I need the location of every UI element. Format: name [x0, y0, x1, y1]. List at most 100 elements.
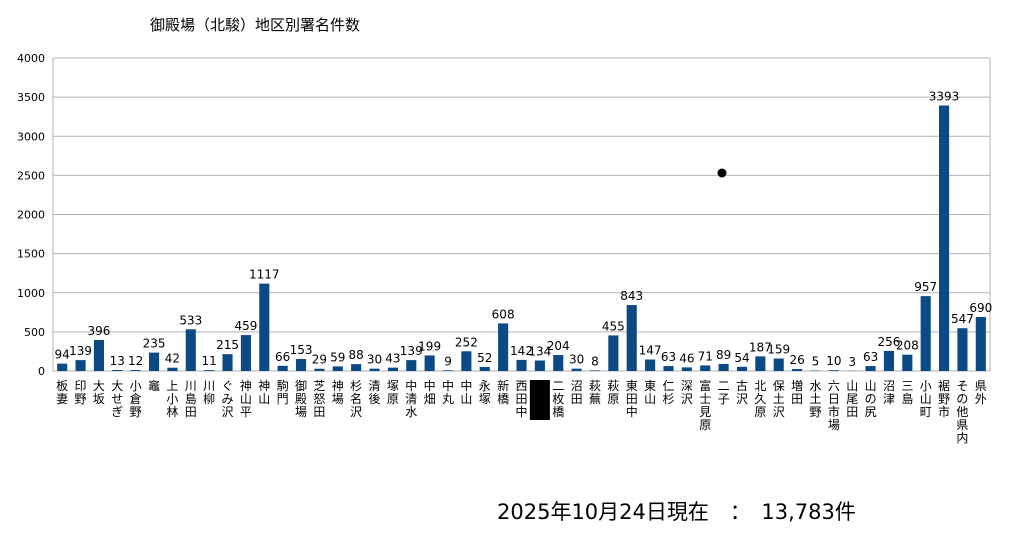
x-tick-label: み: [222, 392, 234, 406]
x-tick-label: 駒: [277, 379, 289, 393]
x-tick-label: 中: [442, 378, 454, 393]
x-tick-label: 中: [460, 378, 472, 393]
data-label: 3393: [929, 89, 960, 103]
redacted-label-block: [529, 380, 550, 420]
data-label: 459: [234, 319, 257, 333]
x-tick-label: 坂: [93, 392, 105, 406]
data-label: 1117: [249, 268, 280, 282]
x-tick-label: 上: [166, 379, 178, 393]
x-tick-label: 古: [736, 378, 748, 393]
x-tick-label: 小: [166, 392, 178, 406]
x-tick-label: 中: [424, 378, 436, 393]
x-tick-label: 富: [699, 378, 711, 393]
data-label: 71: [698, 349, 713, 363]
x-tick-label: 中: [626, 404, 638, 419]
x-tick-label: 中: [405, 378, 417, 393]
bar: [240, 335, 251, 371]
bar: [975, 317, 986, 371]
x-tick-label: 枚: [552, 391, 564, 406]
data-label: 12: [128, 354, 143, 368]
x-tick-label: 裾: [938, 378, 950, 393]
x-tick-label: 原: [754, 405, 766, 419]
data-label: 208: [896, 339, 919, 353]
bar: [681, 367, 692, 371]
x-tick-label: 沢: [736, 392, 748, 406]
data-label: 26: [789, 353, 804, 367]
x-tick-label: 場: [295, 405, 307, 419]
footer-total: 2025年10月24日現在 ： 13,783件: [497, 500, 856, 524]
y-tick-label: 2000: [17, 209, 45, 222]
bar: [185, 329, 196, 371]
y-tick-label: 1500: [17, 248, 45, 261]
x-tick-label: 印: [75, 379, 87, 393]
bar: [608, 335, 619, 371]
x-tick-label: 新: [497, 378, 509, 393]
x-tick-label: 芝: [313, 378, 325, 393]
data-label: 52: [477, 351, 492, 365]
bar: [718, 364, 729, 371]
data-label: 843: [620, 289, 643, 303]
bar: [295, 359, 307, 371]
bar: [314, 368, 325, 371]
x-tick-label: 三: [901, 379, 913, 393]
x-tick-label: 大: [111, 379, 123, 393]
y-tick-label: 3500: [17, 91, 45, 104]
x-tick-label: 沢: [222, 405, 234, 419]
x-tick-label: 神: [332, 379, 344, 393]
data-label: 30: [367, 353, 382, 367]
x-tick-label: 塚: [479, 392, 491, 406]
bar: [957, 328, 968, 371]
x-tick-label: 板: [56, 379, 68, 393]
bar: [222, 354, 233, 371]
x-tick-label: 柳: [203, 392, 215, 406]
bar: [534, 360, 545, 371]
bar: [939, 105, 950, 372]
data-label: 153: [290, 343, 313, 357]
x-tick-label: 杉: [662, 392, 674, 406]
data-label: 139: [69, 344, 92, 358]
bar: [865, 366, 876, 371]
bar: [387, 367, 398, 371]
bar: [755, 356, 766, 371]
bar: [332, 366, 343, 371]
bar: [498, 323, 509, 371]
data-label: 199: [418, 339, 441, 353]
bar: [663, 366, 674, 371]
x-tick-label: 山: [258, 392, 270, 406]
x-tick-label: 永: [479, 379, 491, 393]
data-label: 59: [330, 350, 345, 364]
x-tick-label: 子: [718, 392, 730, 406]
bar: [736, 366, 748, 371]
bars: [57, 105, 986, 372]
bar: [369, 368, 380, 371]
x-tick-label: 後: [369, 392, 381, 406]
bar: [773, 358, 784, 371]
x-tick-label: 水: [405, 405, 417, 419]
x-tick-label: 怒: [313, 391, 325, 406]
bar: [553, 355, 564, 371]
x-tick-label: 場: [332, 392, 344, 406]
x-tick-label: 田: [185, 405, 197, 419]
chart-title: 御殿場（北駿）地区別署名件数: [150, 16, 361, 34]
y-tick-label: 500: [24, 326, 45, 339]
bar: [259, 283, 270, 371]
x-tick-label: 沢: [773, 405, 785, 419]
x-tick-label: 北: [754, 379, 766, 393]
x-tick-label: 妻: [56, 392, 68, 406]
data-label: 9: [444, 354, 452, 368]
data-label: 139: [400, 344, 423, 358]
x-tick-label: 士: [699, 392, 711, 406]
x-tick-label: 山: [920, 392, 932, 406]
x-tick-label: 殿: [295, 392, 307, 406]
x-tick-label: ぐ: [222, 379, 234, 393]
x-tick-label: 川: [185, 379, 197, 393]
x-tick-label: 野: [130, 405, 142, 419]
data-label: 30: [569, 353, 584, 367]
data-label: 256: [877, 335, 900, 349]
x-tick-label: 野: [938, 392, 950, 406]
x-tick-label: 尻: [865, 405, 877, 419]
x-tick-label: 名: [350, 391, 362, 406]
x-tick-label: 小: [920, 379, 932, 393]
x-tick-label: 田: [791, 392, 803, 406]
